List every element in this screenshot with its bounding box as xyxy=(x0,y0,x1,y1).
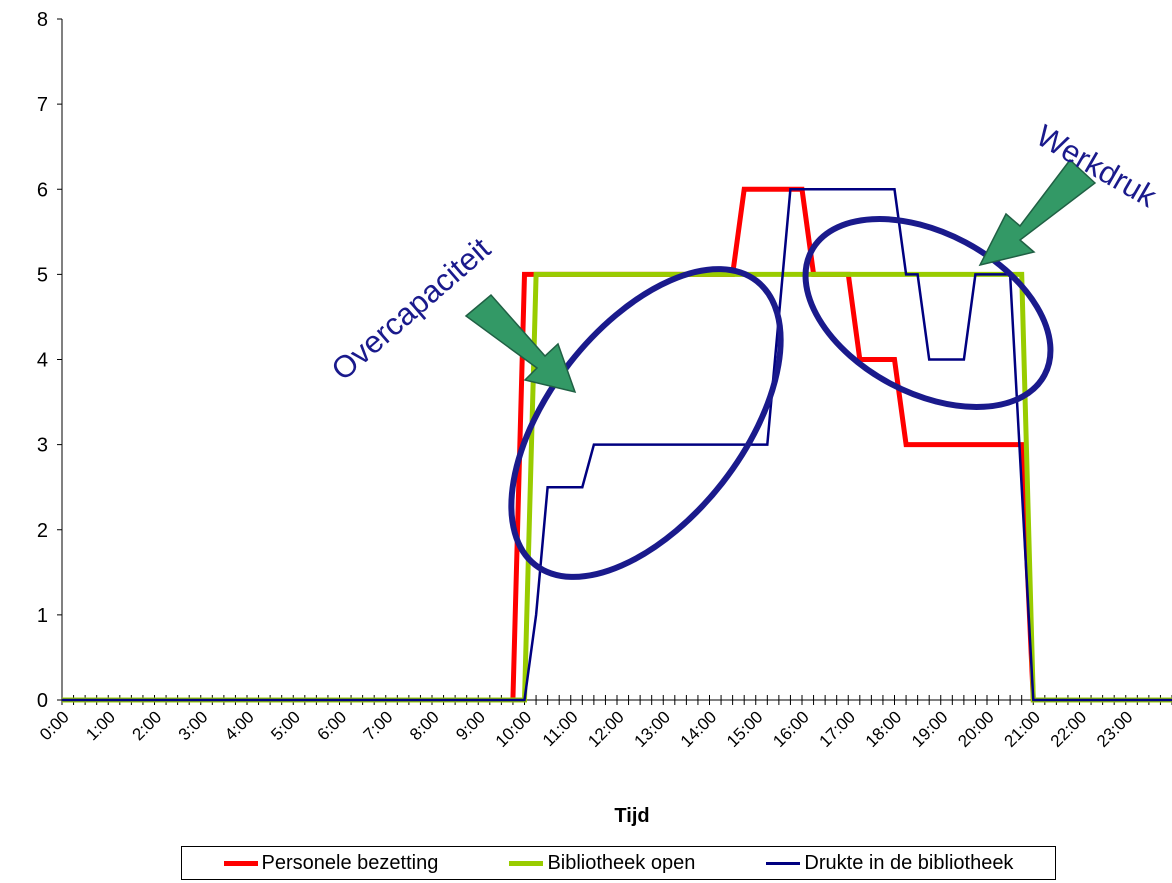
x-tick-label: 19:00 xyxy=(908,707,952,751)
legend: Personele bezetting Bibliotheek open Dru… xyxy=(181,846,1056,880)
overcapaciteit-ellipse xyxy=(508,266,784,580)
x-tick-label: 7:00 xyxy=(360,707,397,744)
x-tick-label: 10:00 xyxy=(492,707,536,751)
x-tick-label: 22:00 xyxy=(1047,707,1091,751)
legend-label: Bibliotheek open xyxy=(547,851,696,874)
legend-item-drukte-in-de-bibliotheek: Drukte in de bibliotheek xyxy=(766,852,1013,875)
y-tick-label: 2 xyxy=(37,520,48,542)
x-tick-label: 18:00 xyxy=(862,707,906,751)
y-tick-label: 7 xyxy=(37,94,48,116)
x-tick-label: 15:00 xyxy=(723,707,767,751)
legend-swatch-navy-line-icon xyxy=(766,861,801,865)
y-tick-label: 0 xyxy=(37,690,48,712)
plot-area: 0 1 2 3 4 5 6 7 8 0:00 1:00 2:00 3:00 4:00 5:00 6:00 7:0… xyxy=(36,9,1172,751)
overcapaciteit-arrow-icon xyxy=(464,293,577,394)
legend-swatch-green-line-icon xyxy=(509,860,544,866)
annotation-overcapaciteit: Overcapaciteit xyxy=(325,231,498,388)
x-tick-label: 14:00 xyxy=(677,707,721,751)
werkdruk-arrow-icon xyxy=(978,158,1097,267)
series-line-3 xyxy=(62,188,1172,702)
legend-item-bibliotheek-open: Bibliotheek open xyxy=(509,852,695,875)
x-tick-label: 0:00 xyxy=(36,707,73,744)
x-tick-label: 16:00 xyxy=(769,707,813,751)
x-tick-label: 5:00 xyxy=(267,707,304,744)
y-tick-label: 8 xyxy=(37,9,48,31)
x-tick-label: 4:00 xyxy=(221,707,258,744)
y-tick-label: 1 xyxy=(37,605,48,627)
x-axis-title: Tijd xyxy=(614,805,649,827)
x-tick-label: 12:00 xyxy=(584,707,628,751)
x-tick-label: 8:00 xyxy=(406,707,443,744)
x-tick-label: 3:00 xyxy=(175,707,212,744)
x-tick-label: 21:00 xyxy=(1001,707,1045,751)
x-tick-label: 2:00 xyxy=(128,707,165,744)
y-tick-label: 4 xyxy=(37,350,48,372)
y-tick-label: 5 xyxy=(37,264,48,286)
x-tick-label: 9:00 xyxy=(452,707,489,744)
legend-label: Personele bezetting xyxy=(261,851,439,874)
x-tick-label: 17:00 xyxy=(816,707,860,751)
x-tick-label: 13:00 xyxy=(631,707,675,751)
x-tick-label: 23:00 xyxy=(1093,707,1137,751)
x-tick-label: 6:00 xyxy=(313,707,350,744)
series-line-2 xyxy=(62,271,1172,703)
legend-label: Drukte in de bibliotheek xyxy=(804,851,1014,874)
series-layer xyxy=(62,186,1172,703)
legend-swatch-red-line-icon xyxy=(223,860,258,866)
x-tick-label: 20:00 xyxy=(954,707,998,751)
x-tick-label: 11:00 xyxy=(539,707,582,750)
werkdruk-ellipse xyxy=(802,216,1054,410)
y-tick-label: 3 xyxy=(37,435,48,457)
y-tick-label: 6 xyxy=(37,179,48,201)
x-tick-label: 1:00 xyxy=(82,707,119,744)
legend-item-personele-bezetting: Personele bezetting xyxy=(223,851,439,875)
